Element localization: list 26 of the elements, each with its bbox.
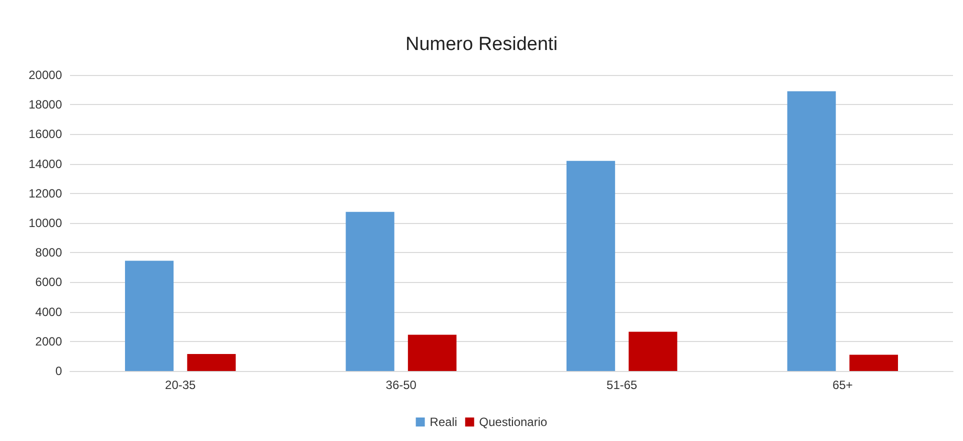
y-tick-label: 4000 (35, 304, 62, 319)
bar (787, 91, 836, 371)
legend-label: Reali (430, 415, 458, 429)
legend-label: Questionario (479, 415, 548, 429)
y-tick-label: 18000 (28, 98, 62, 112)
y-tick-label: 20000 (28, 68, 62, 82)
chart-title: Numero Residenti (405, 34, 558, 55)
bar (566, 160, 616, 371)
y-tick-label: 6000 (35, 275, 62, 290)
y-tick-label: 10000 (28, 216, 62, 230)
x-tick-label: 36-50 (386, 378, 417, 392)
y-tick-label: 0 (55, 364, 62, 378)
bar (628, 332, 678, 371)
bar (187, 354, 236, 371)
y-tick-label: 14000 (28, 156, 62, 171)
bar (346, 212, 394, 371)
bar (408, 334, 456, 371)
x-tick-label: 65+ (832, 378, 853, 392)
x-tick-label: 20-35 (165, 378, 196, 392)
bar (125, 260, 174, 371)
y-tick-label: 2000 (35, 334, 62, 348)
bar (849, 354, 898, 371)
y-tick-label: 8000 (35, 246, 62, 260)
y-tick-label: 12000 (28, 186, 62, 200)
x-tick-label: 51-65 (606, 378, 638, 392)
y-tick-label: 16000 (28, 127, 62, 142)
